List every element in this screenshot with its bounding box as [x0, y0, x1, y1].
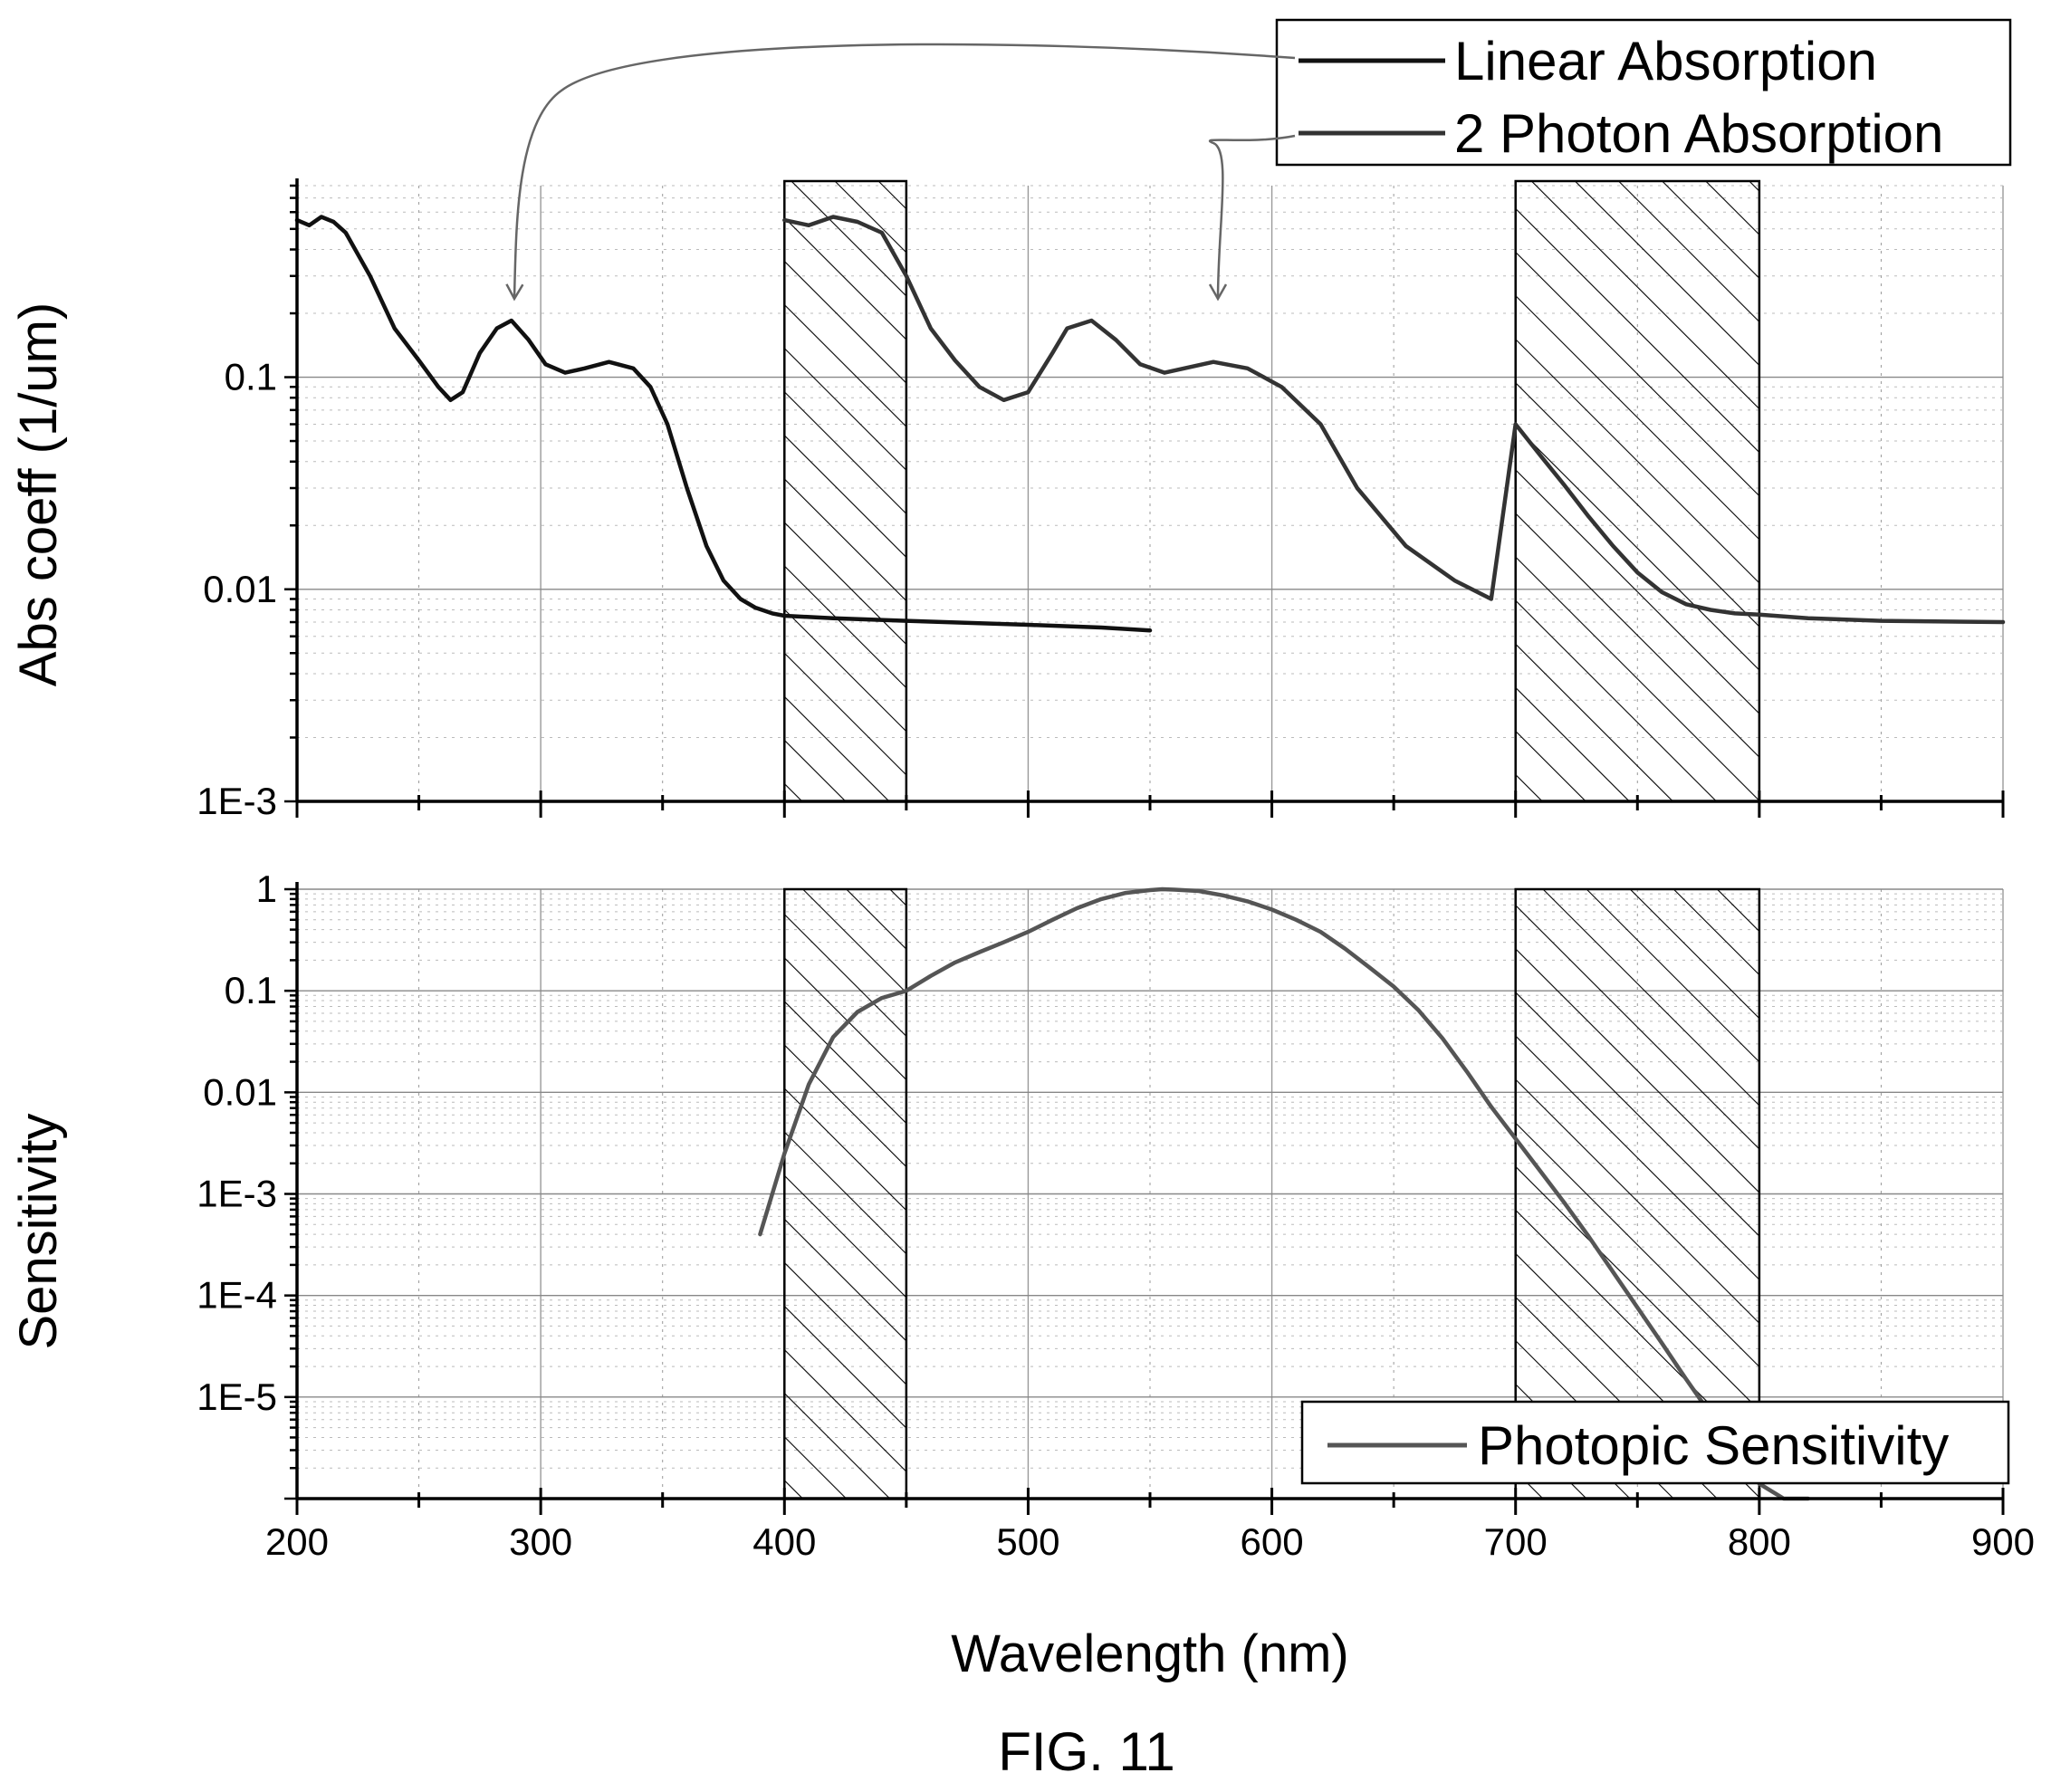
bottom-shaded-bands — [783, 887, 1761, 1500]
legend-label-linear: Linear Absorption — [1454, 31, 1877, 91]
x-tick-label: 900 — [1971, 1520, 2035, 1563]
shaded-band-1 — [783, 179, 908, 803]
y-tick-label: 1E-3 — [196, 780, 277, 822]
y-tick-label: 0.1 — [225, 969, 277, 1011]
shaded-band-1 — [783, 887, 908, 1500]
y-tick-label: 1E-3 — [196, 1173, 277, 1215]
bottom-axes — [284, 882, 2005, 1515]
series-line-2-photon-absorption — [782, 215, 2006, 625]
x-axis-label: Wavelength (nm) — [951, 1624, 1348, 1683]
series-line-linear-absorption — [294, 215, 1153, 633]
x-tick-label: 200 — [265, 1520, 329, 1563]
top-panel: 0.1 0.01 1E-3 Abs coeff (1/um) — [9, 178, 2006, 822]
bottom-y-axis-label: Sensitivity — [9, 1113, 68, 1349]
top-y-tick-labels: 0.1 0.01 1E-3 — [196, 356, 277, 822]
top-shaded-bands — [783, 179, 1761, 803]
figure-caption: FIG. 11 — [998, 1721, 1175, 1782]
x-tick-labels: 200 300 400 500 600 700 800 900 — [265, 1520, 2035, 1563]
bottom-legend: Photopic Sensitivity — [1300, 1400, 2010, 1485]
bottom-series-lines — [758, 886, 1810, 1501]
x-tick-label: 700 — [1484, 1520, 1548, 1563]
y-tick-label: 1 — [256, 867, 277, 910]
series-line-photopic-sensitivity — [758, 886, 1810, 1501]
x-tick-label: 600 — [1241, 1520, 1304, 1563]
y-tick-label: 1E-5 — [196, 1375, 277, 1418]
legend-label-photopic: Photopic Sensitivity — [1478, 1415, 1949, 1476]
bottom-y-tick-labels: 1 0.1 0.01 1E-3 1E-4 1E-5 — [196, 867, 277, 1418]
y-tick-label: 1E-4 — [196, 1274, 277, 1317]
top-legend: Linear Absorption 2 Photon Absorption — [1275, 18, 2012, 167]
top-y-axis-label: Abs coeff (1/um) — [9, 302, 68, 686]
arrow-to-2photon-peak — [1208, 134, 1296, 302]
top-series-lines — [294, 215, 2006, 633]
x-tick-label: 500 — [996, 1520, 1059, 1563]
top-axes — [284, 178, 2005, 818]
y-tick-label: 0.01 — [203, 568, 277, 610]
arrow-to-linear-peak — [505, 43, 1296, 302]
shaded-band-2 — [1514, 179, 1761, 803]
y-tick-label: 0.1 — [225, 356, 277, 398]
y-tick-label: 0.01 — [203, 1070, 277, 1113]
legend-label-2photon: 2 Photon Absorption — [1454, 103, 1943, 164]
x-tick-label: 300 — [509, 1520, 572, 1563]
x-tick-label: 400 — [752, 1520, 816, 1563]
x-tick-label: 800 — [1728, 1520, 1791, 1563]
bottom-panel: 1 0.1 0.01 1E-3 1E-4 1E-5 200 300 400 500 600 700 8… — [9, 867, 2035, 1683]
